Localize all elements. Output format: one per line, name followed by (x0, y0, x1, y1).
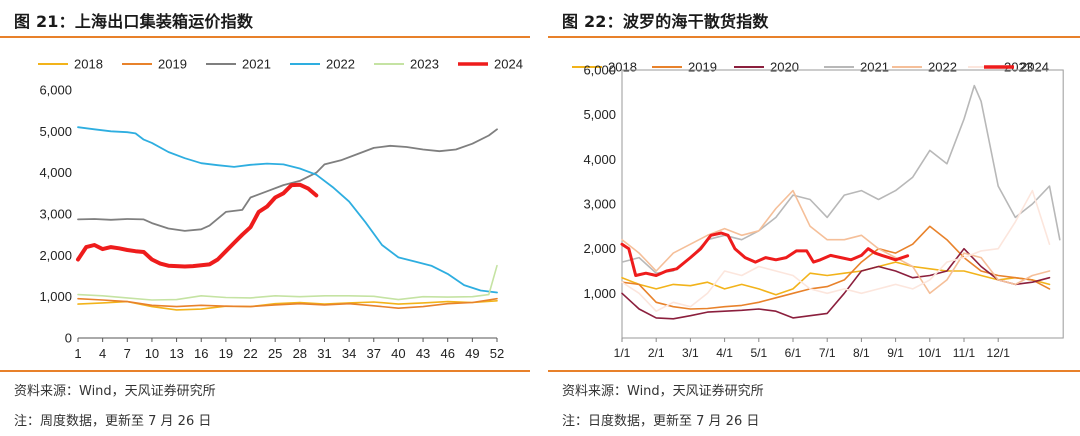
y-tick-label: 6,000 (583, 63, 616, 78)
title-divider (548, 36, 1080, 38)
y-tick-label: 5,000 (39, 124, 72, 139)
y-tick-label: 1,000 (39, 289, 72, 304)
y-tick-label: 3,000 (39, 207, 72, 222)
legend-label: 2024 (1020, 60, 1049, 75)
series-line-2021 (77, 128, 498, 232)
plot-frame (621, 69, 1064, 339)
x-tick-label: 5/1 (750, 346, 767, 360)
x-tick-label: 10 (145, 346, 159, 361)
x-tick-label: 13 (169, 346, 183, 361)
y-tick-label: 2,000 (583, 241, 616, 256)
x-tick-label: 40 (391, 346, 405, 361)
title-divider (0, 36, 530, 38)
y-tick-label: 0 (65, 331, 72, 346)
x-tick-label: 10/1 (918, 346, 942, 360)
series-line-2018 (621, 261, 1051, 296)
footer-divider (0, 370, 530, 372)
series-line-2022 (621, 189, 1051, 295)
x-tick-label: 34 (342, 346, 356, 361)
x-tick-label: 28 (293, 346, 307, 361)
legend-label: 2019 (688, 60, 717, 75)
legend-label: 2022 (326, 57, 355, 72)
legend-label: 2021 (860, 60, 889, 75)
x-tick-label: 52 (490, 346, 504, 361)
x-tick-label: 9/1 (887, 346, 904, 360)
x-tick-label: 2/1 (648, 346, 665, 360)
x-tick-label: 19 (219, 346, 233, 361)
y-tick-label: 5,000 (583, 107, 616, 122)
legend-label: 2021 (242, 57, 271, 72)
x-tick-label: 1/1 (614, 346, 631, 360)
legend-label: 2019 (158, 57, 187, 72)
legend-label: 2020 (770, 60, 799, 75)
x-tick-label: 12/1 (987, 346, 1011, 360)
series-line-2023 (621, 189, 1051, 313)
x-tick-label: 16 (194, 346, 208, 361)
legend-label: 2023 (410, 57, 439, 72)
series-line-2020 (621, 247, 1051, 320)
footer-divider (548, 370, 1080, 372)
y-tick-label: 4,000 (39, 165, 72, 180)
chart-note: 注：周度数据，更新至 7 月 26 日 (14, 414, 212, 429)
x-tick-label: 46 (440, 346, 454, 361)
series-line-2019 (77, 297, 498, 310)
x-tick-label: 6/1 (785, 346, 802, 360)
left-chart-panel: 图 21：上海出口集装箱运价指数 2018 2019 2021 2022 2023 202… (0, 0, 530, 436)
left-chart-svg: 2018 2019 2021 2022 2023 2024 0 1,000 2,000 3,000… (38, 57, 523, 361)
y-tick-label: 3,000 (583, 197, 616, 212)
x-tick-label: 7/1 (819, 346, 836, 360)
chart-title: 图 22：波罗的海干散货指数 (562, 12, 769, 31)
x-tick-label: 43 (416, 346, 430, 361)
series-line-2022 (77, 126, 498, 294)
x-tick-label: 3/1 (682, 346, 699, 360)
x-tick-label: 31 (317, 346, 331, 361)
y-tick-label: 6,000 (39, 83, 72, 98)
x-tick-label: 37 (367, 346, 381, 361)
x-tick-label: 4/1 (716, 346, 733, 360)
series-line-2023 (77, 264, 498, 301)
series-line-2019 (621, 225, 1051, 310)
chart-note: 注：日度数据，更新至 7 月 26 日 (562, 414, 760, 429)
legend-label: 2018 (74, 57, 103, 72)
y-tick-label: 1,000 (583, 286, 616, 301)
x-tick-label: 1 (74, 346, 81, 361)
legend-label: 2024 (494, 57, 523, 72)
series-line-2024 (76, 182, 319, 269)
series-line-2018 (77, 299, 498, 311)
chart-source: 资料来源：Wind，天风证券研究所 (14, 384, 216, 399)
chart-source: 资料来源：Wind，天风证券研究所 (562, 384, 764, 399)
x-tick-label: 11/1 (953, 346, 976, 360)
x-tick-label: 49 (465, 346, 479, 361)
right-chart-panel: 图 22：波罗的海干散货指数 2018 2019 2020 2021 2022 2023 2… (548, 0, 1080, 436)
x-tick-label: 8/1 (853, 346, 870, 360)
x-tick-label: 4 (99, 346, 106, 361)
series-line-2024 (620, 231, 910, 277)
x-tick-label: 25 (268, 346, 282, 361)
y-tick-label: 4,000 (583, 152, 616, 167)
x-tick-label: 7 (124, 346, 131, 361)
y-tick-label: 2,000 (39, 248, 72, 263)
x-tick-label: 22 (243, 346, 257, 361)
legend-label: 2022 (928, 60, 957, 75)
legend-label: 2023 (1004, 60, 1033, 75)
chart-title: 图 21：上海出口集装箱运价指数 (14, 12, 254, 31)
legend-label: 2018 (608, 60, 637, 75)
